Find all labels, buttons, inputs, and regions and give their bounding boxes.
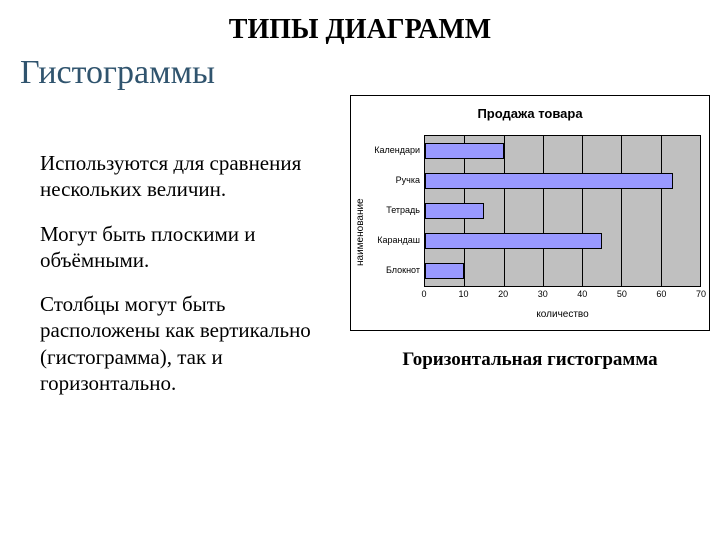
bar	[425, 263, 464, 280]
chart-caption: Горизонтальная гистограмма	[350, 349, 710, 371]
category-label: Блокнот	[368, 265, 424, 275]
plot-area	[424, 135, 701, 287]
bar	[425, 233, 602, 250]
body-text: Используются для сравнения нескольких ве…	[40, 150, 340, 414]
x-tick: 0	[421, 289, 426, 299]
page-title: ТИПЫ ДИАГРАММ	[0, 0, 720, 46]
body-p2: Могут быть плоскими и объёмными.	[40, 221, 340, 274]
slide: { "page_title": "ТИПЫ ДИАГРАММ", "page_t…	[0, 0, 720, 540]
bar	[425, 203, 484, 220]
grid-line	[621, 136, 622, 286]
x-tick: 70	[696, 289, 706, 299]
chart-title: Продажа товара	[351, 96, 709, 135]
category-label: Карандаш	[368, 235, 424, 245]
chart-container: Продажа товара наименование Календари Руч…	[350, 95, 710, 331]
grid-line	[504, 136, 505, 286]
x-axis-label: количество	[424, 303, 701, 330]
bar	[425, 143, 504, 160]
x-tick: 20	[498, 289, 508, 299]
category-labels: Календари Ручка Тетрадь Карандаш Блокнот	[368, 135, 424, 285]
x-tick: 10	[459, 289, 469, 299]
x-tick: 50	[617, 289, 627, 299]
category-label: Календари	[368, 145, 424, 155]
x-tick: 40	[577, 289, 587, 299]
section-heading: Гистограммы	[0, 46, 720, 102]
grid-line	[582, 136, 583, 286]
body-p1: Используются для сравнения нескольких ве…	[40, 150, 340, 203]
y-axis-label: наименование	[353, 135, 368, 330]
body-p3: Столбцы могут быть расположены как верти…	[40, 291, 340, 396]
chart-body: наименование Календари Ручка Тетрадь Каранд…	[351, 135, 709, 330]
x-ticks: 010203040506070	[424, 289, 701, 303]
x-tick: 30	[538, 289, 548, 299]
grid-line	[700, 136, 701, 286]
category-label: Ручка	[368, 175, 424, 185]
grid-line	[543, 136, 544, 286]
x-tick: 60	[656, 289, 666, 299]
category-label: Тетрадь	[368, 205, 424, 215]
bar	[425, 173, 673, 190]
grid-line	[661, 136, 662, 286]
